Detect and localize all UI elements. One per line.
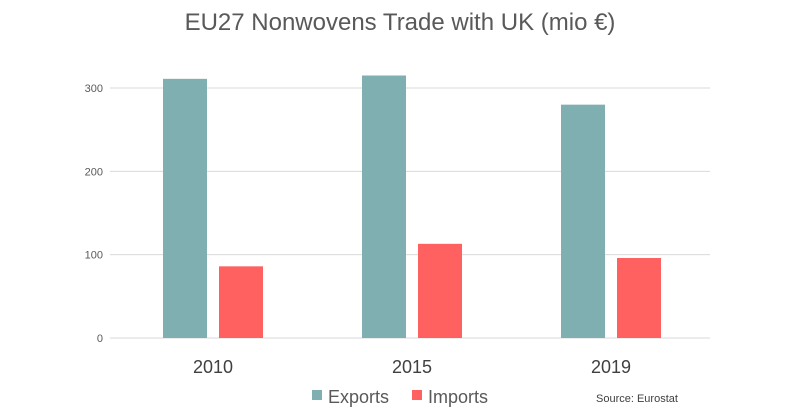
y-tick-label: 100 [85,250,103,262]
y-tick-label: 200 [85,166,103,178]
y-tick-label: 300 [85,83,103,95]
bar-exports-2010 [163,78,207,338]
chart-title: EU27 Nonwovens Trade with UK (mio €) [185,9,616,36]
legend-swatch-imports [412,390,422,400]
x-tick-label: 2010 [193,357,233,377]
bar-exports-2019 [561,104,605,339]
x-axis-labels: 2010 2015 2019 [193,357,631,377]
bar-imports-2019 [617,258,661,338]
bars [163,75,661,339]
gridlines [110,87,710,339]
legend: Exports Imports [312,387,488,407]
x-tick-label: 2019 [591,357,631,377]
y-axis-ticks: 0 100 200 300 [85,83,103,345]
bar-imports-2015 [418,243,462,338]
legend-swatch-exports [312,390,322,400]
bar-imports-2010 [219,266,263,338]
bar-exports-2015 [362,75,406,338]
legend-label-imports: Imports [428,387,488,407]
legend-label-exports: Exports [328,387,389,407]
y-tick-label: 0 [97,333,103,345]
x-tick-label: 2015 [392,357,432,377]
source-note: Source: Eurostat [596,393,678,405]
